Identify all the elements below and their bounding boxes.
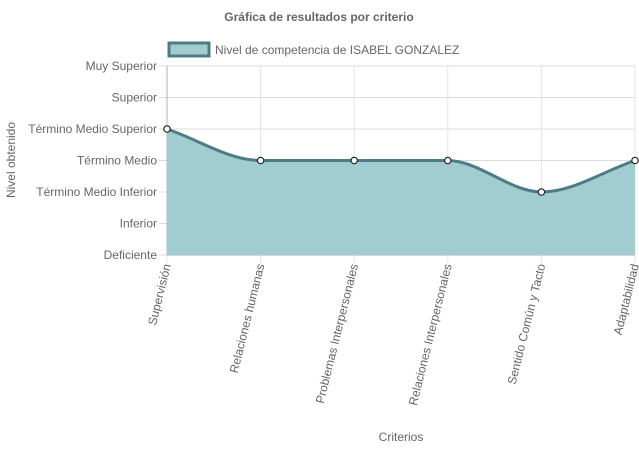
data-point[interactable] — [256, 156, 265, 165]
data-point[interactable] — [163, 125, 171, 133]
series-line — [166, 127, 636, 194]
chart-title: Gráfica de resultados por criterio — [224, 10, 413, 24]
data-point[interactable] — [537, 188, 546, 196]
x-tick-label: Supervisión — [145, 262, 174, 326]
x-tick-label: Problemas Interpersonales — [313, 262, 361, 405]
y-tick-label: Término Medio — [77, 154, 157, 168]
y-tick-label: Muy Superior — [86, 59, 157, 73]
y-axis-title: Nivel obtenido — [4, 122, 18, 198]
x-tick-label: Relaciones humanas — [227, 262, 268, 374]
y-axis-ticks: Deficiente Inferior Término Medio Inferior… — [28, 59, 157, 262]
y-tick-label: Superior — [112, 91, 157, 105]
x-tick-label: Adaptabilidad — [611, 262, 639, 336]
x-axis-ticks: Supervisión Relaciones humanas Problemas I… — [145, 262, 639, 407]
y-tick-label: Inferior — [120, 217, 157, 231]
legend-label: Nivel de competencia de ISABEL GONZALEZ — [215, 43, 459, 57]
data-point[interactable] — [350, 156, 359, 165]
x-tick-label: Sentido Común y Tacto — [505, 262, 549, 386]
y-tick-label: Término Medio Superior — [28, 122, 157, 136]
x-tick-label: Relaciones Interpersonales — [406, 262, 455, 406]
legend[interactable]: Nivel de competencia de ISABEL GONZALEZ — [167, 41, 459, 58]
y-tick-label: Término Medio Inferior — [36, 185, 157, 199]
data-point[interactable] — [631, 156, 639, 165]
x-axis-title: Criterios — [379, 430, 424, 444]
data-series — [163, 125, 639, 255]
data-point[interactable] — [443, 156, 452, 165]
series-area — [167, 129, 635, 255]
y-tick-label: Deficiente — [104, 248, 158, 262]
legend-swatch — [167, 41, 211, 58]
